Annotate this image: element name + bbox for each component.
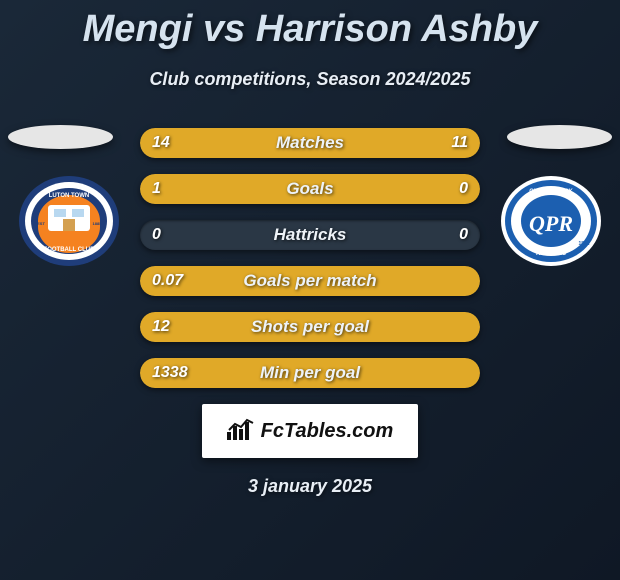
stat-label: Hattricks xyxy=(140,225,480,245)
stat-row: 14Matches11 xyxy=(140,128,480,158)
stat-row: 0Hattricks0 xyxy=(140,220,480,250)
stat-value-right: 0 xyxy=(459,226,468,244)
stat-value-right: 11 xyxy=(451,134,468,152)
stat-label: Min per goal xyxy=(140,363,480,383)
stat-row: 1Goals0 xyxy=(140,174,480,204)
stat-row: 12Shots per goal xyxy=(140,312,480,342)
stat-bars-container: 14Matches111Goals00Hattricks00.07Goals p… xyxy=(140,128,480,388)
stat-label: Goals xyxy=(140,179,480,199)
fctables-text: FcTables.com xyxy=(261,420,394,443)
stat-value-right: 0 xyxy=(459,180,468,198)
page-title: Mengi vs Harrison Ashby xyxy=(0,0,620,51)
stat-label: Goals per match xyxy=(140,271,480,291)
stat-row: 1338Min per goal xyxy=(140,358,480,388)
date-text: 3 january 2025 xyxy=(0,476,620,497)
fctables-logo-icon xyxy=(227,418,255,445)
stat-label: Shots per goal xyxy=(140,317,480,337)
stat-label: Matches xyxy=(140,133,480,153)
stat-row: 0.07Goals per match xyxy=(140,266,480,296)
subtitle: Club competitions, Season 2024/2025 xyxy=(0,69,620,90)
fctables-badge[interactable]: FcTables.com xyxy=(202,404,418,458)
